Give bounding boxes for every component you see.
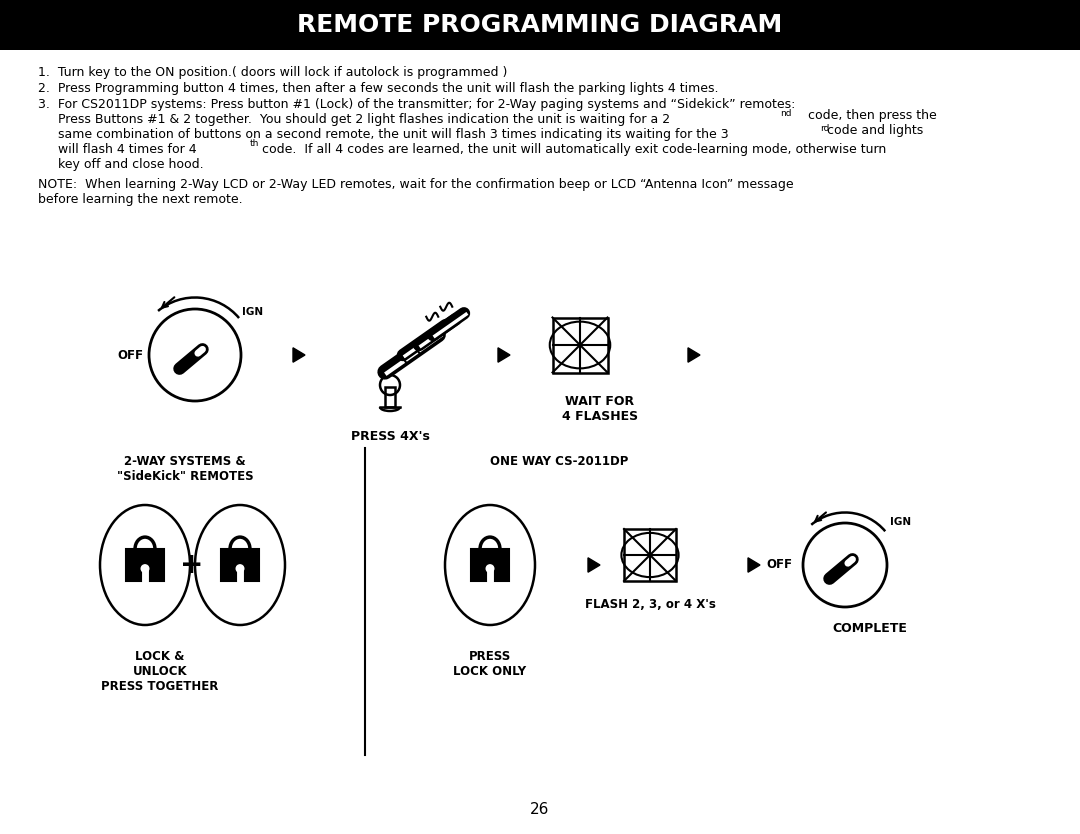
Text: COMPLETE: COMPLETE (833, 622, 907, 635)
Polygon shape (293, 348, 305, 362)
Bar (384, 387, 395, 407)
Text: +: + (180, 551, 204, 579)
Bar (0, 0, 1080, 50)
Text: PRESS 4X's: PRESS 4X's (351, 430, 430, 443)
Polygon shape (748, 558, 760, 572)
Text: ONE WAY CS-2011DP: ONE WAY CS-2011DP (490, 455, 629, 468)
Text: 26: 26 (530, 802, 550, 817)
Text: FLASH 2, 3, or 4 X's: FLASH 2, 3, or 4 X's (584, 598, 715, 611)
Text: code, then press the: code, then press the (804, 109, 936, 122)
Text: same combination of buttons on a second remote, the unit will flash 3 times indi: same combination of buttons on a second … (38, 128, 729, 141)
Text: code and lights: code and lights (823, 124, 923, 137)
Text: LOCK &
UNLOCK
PRESS TOGETHER: LOCK & UNLOCK PRESS TOGETHER (102, 650, 218, 693)
Text: rd: rd (820, 124, 829, 133)
Text: 3.  For CS2011DP systems: Press button #1 (Lock) of the transmitter; for 2-Way p: 3. For CS2011DP systems: Press button #1… (38, 98, 795, 111)
Text: PRESS
LOCK ONLY: PRESS LOCK ONLY (454, 650, 527, 678)
Text: IGN: IGN (242, 307, 264, 317)
Text: th: th (249, 139, 259, 148)
Text: 2.  Press Programming button 4 times, then after a few seconds the unit will fla: 2. Press Programming button 4 times, the… (38, 82, 718, 95)
Bar (553, 318, 607, 373)
Text: before learning the next remote.: before learning the next remote. (38, 193, 243, 206)
Text: 2-WAY SYSTEMS &
"SideKick" REMOTES: 2-WAY SYSTEMS & "SideKick" REMOTES (117, 455, 254, 483)
Text: REMOTE PROGRAMMING DIAGRAM: REMOTE PROGRAMMING DIAGRAM (297, 13, 783, 37)
Text: code.  If all 4 codes are learned, the unit will automatically exit code-learnin: code. If all 4 codes are learned, the un… (258, 143, 887, 156)
Text: 1.  Turn key to the ON position.( doors will lock if autolock is programmed ): 1. Turn key to the ON position.( doors w… (38, 66, 508, 79)
Text: Press Buttons #1 & 2 together.  You should get 2 light flashes indication the un: Press Buttons #1 & 2 together. You shoul… (38, 113, 670, 126)
Bar (126, 549, 164, 581)
Polygon shape (498, 348, 510, 362)
Text: nd: nd (780, 109, 792, 118)
Circle shape (486, 564, 495, 573)
Bar (624, 529, 676, 581)
Circle shape (140, 564, 149, 573)
Polygon shape (588, 558, 600, 572)
Text: IGN: IGN (890, 517, 912, 527)
Text: WAIT FOR
4 FLASHES: WAIT FOR 4 FLASHES (562, 395, 638, 423)
Text: key off and close hood.: key off and close hood. (38, 158, 204, 171)
Text: will flash 4 times for 4: will flash 4 times for 4 (38, 143, 197, 156)
Text: OFF: OFF (117, 349, 143, 361)
Circle shape (235, 564, 244, 573)
Polygon shape (688, 348, 700, 362)
Text: OFF: OFF (766, 559, 792, 571)
Bar (471, 549, 509, 581)
Text: NOTE:  When learning 2-Way LCD or 2-Way LED remotes, wait for the confirmation b: NOTE: When learning 2-Way LCD or 2-Way L… (38, 178, 794, 191)
Bar (221, 549, 259, 581)
